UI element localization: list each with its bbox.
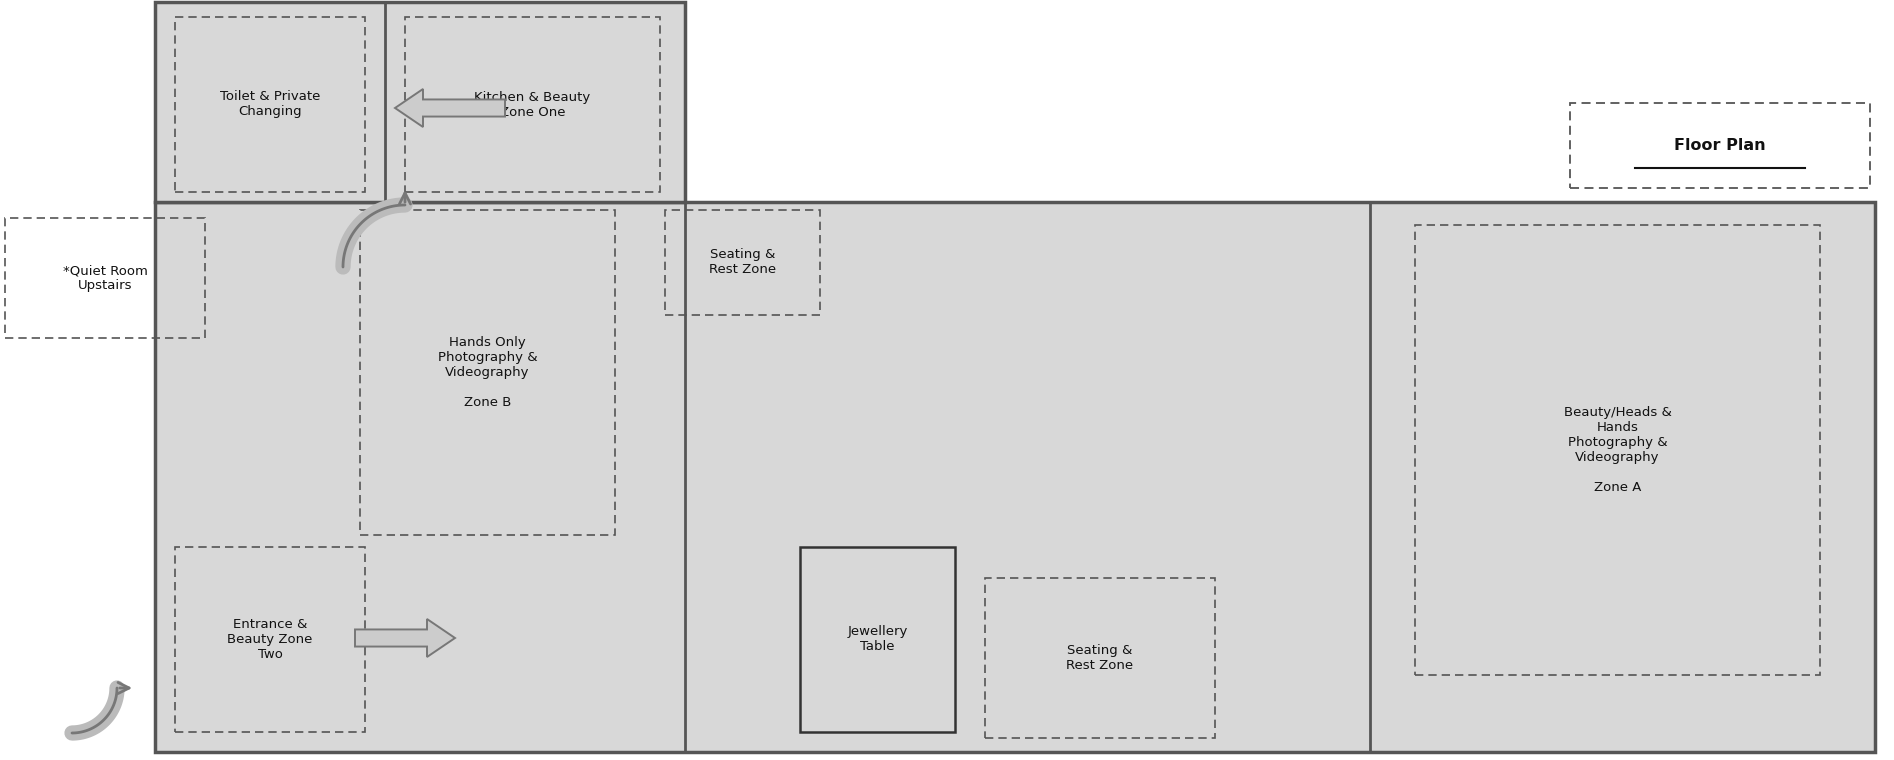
- Bar: [155, 2, 686, 202]
- Bar: [6, 218, 205, 338]
- Text: Beauty/Heads &
Hands
Photography &
Videography

Zone A: Beauty/Heads & Hands Photography & Video…: [1564, 406, 1671, 494]
- Bar: [1570, 103, 1869, 188]
- Text: Kitchen & Beauty
Zone One: Kitchen & Beauty Zone One: [474, 90, 591, 119]
- Bar: [360, 210, 616, 535]
- Bar: [665, 210, 820, 315]
- Text: Jewellery
Table: Jewellery Table: [847, 625, 907, 654]
- Text: Toilet & Private
Changing: Toilet & Private Changing: [220, 90, 320, 119]
- Text: *Quiet Room
Upstairs: *Quiet Room Upstairs: [63, 264, 148, 292]
- Bar: [155, 202, 1875, 752]
- Bar: [405, 17, 659, 192]
- Text: Seating &
Rest Zone: Seating & Rest Zone: [708, 249, 777, 277]
- Text: Hands Only
Photography &
Videography

Zone B: Hands Only Photography & Videography Zon…: [438, 336, 538, 409]
- Bar: [174, 547, 366, 732]
- Polygon shape: [396, 89, 506, 127]
- Bar: [1415, 225, 1820, 675]
- Text: Floor Plan: Floor Plan: [1674, 138, 1765, 153]
- Polygon shape: [354, 619, 455, 657]
- Text: Entrance &
Beauty Zone
Two: Entrance & Beauty Zone Two: [227, 618, 313, 661]
- Text: Seating &
Rest Zone: Seating & Rest Zone: [1066, 644, 1135, 672]
- Bar: [985, 578, 1214, 738]
- Bar: [799, 547, 955, 732]
- Bar: [174, 17, 366, 192]
